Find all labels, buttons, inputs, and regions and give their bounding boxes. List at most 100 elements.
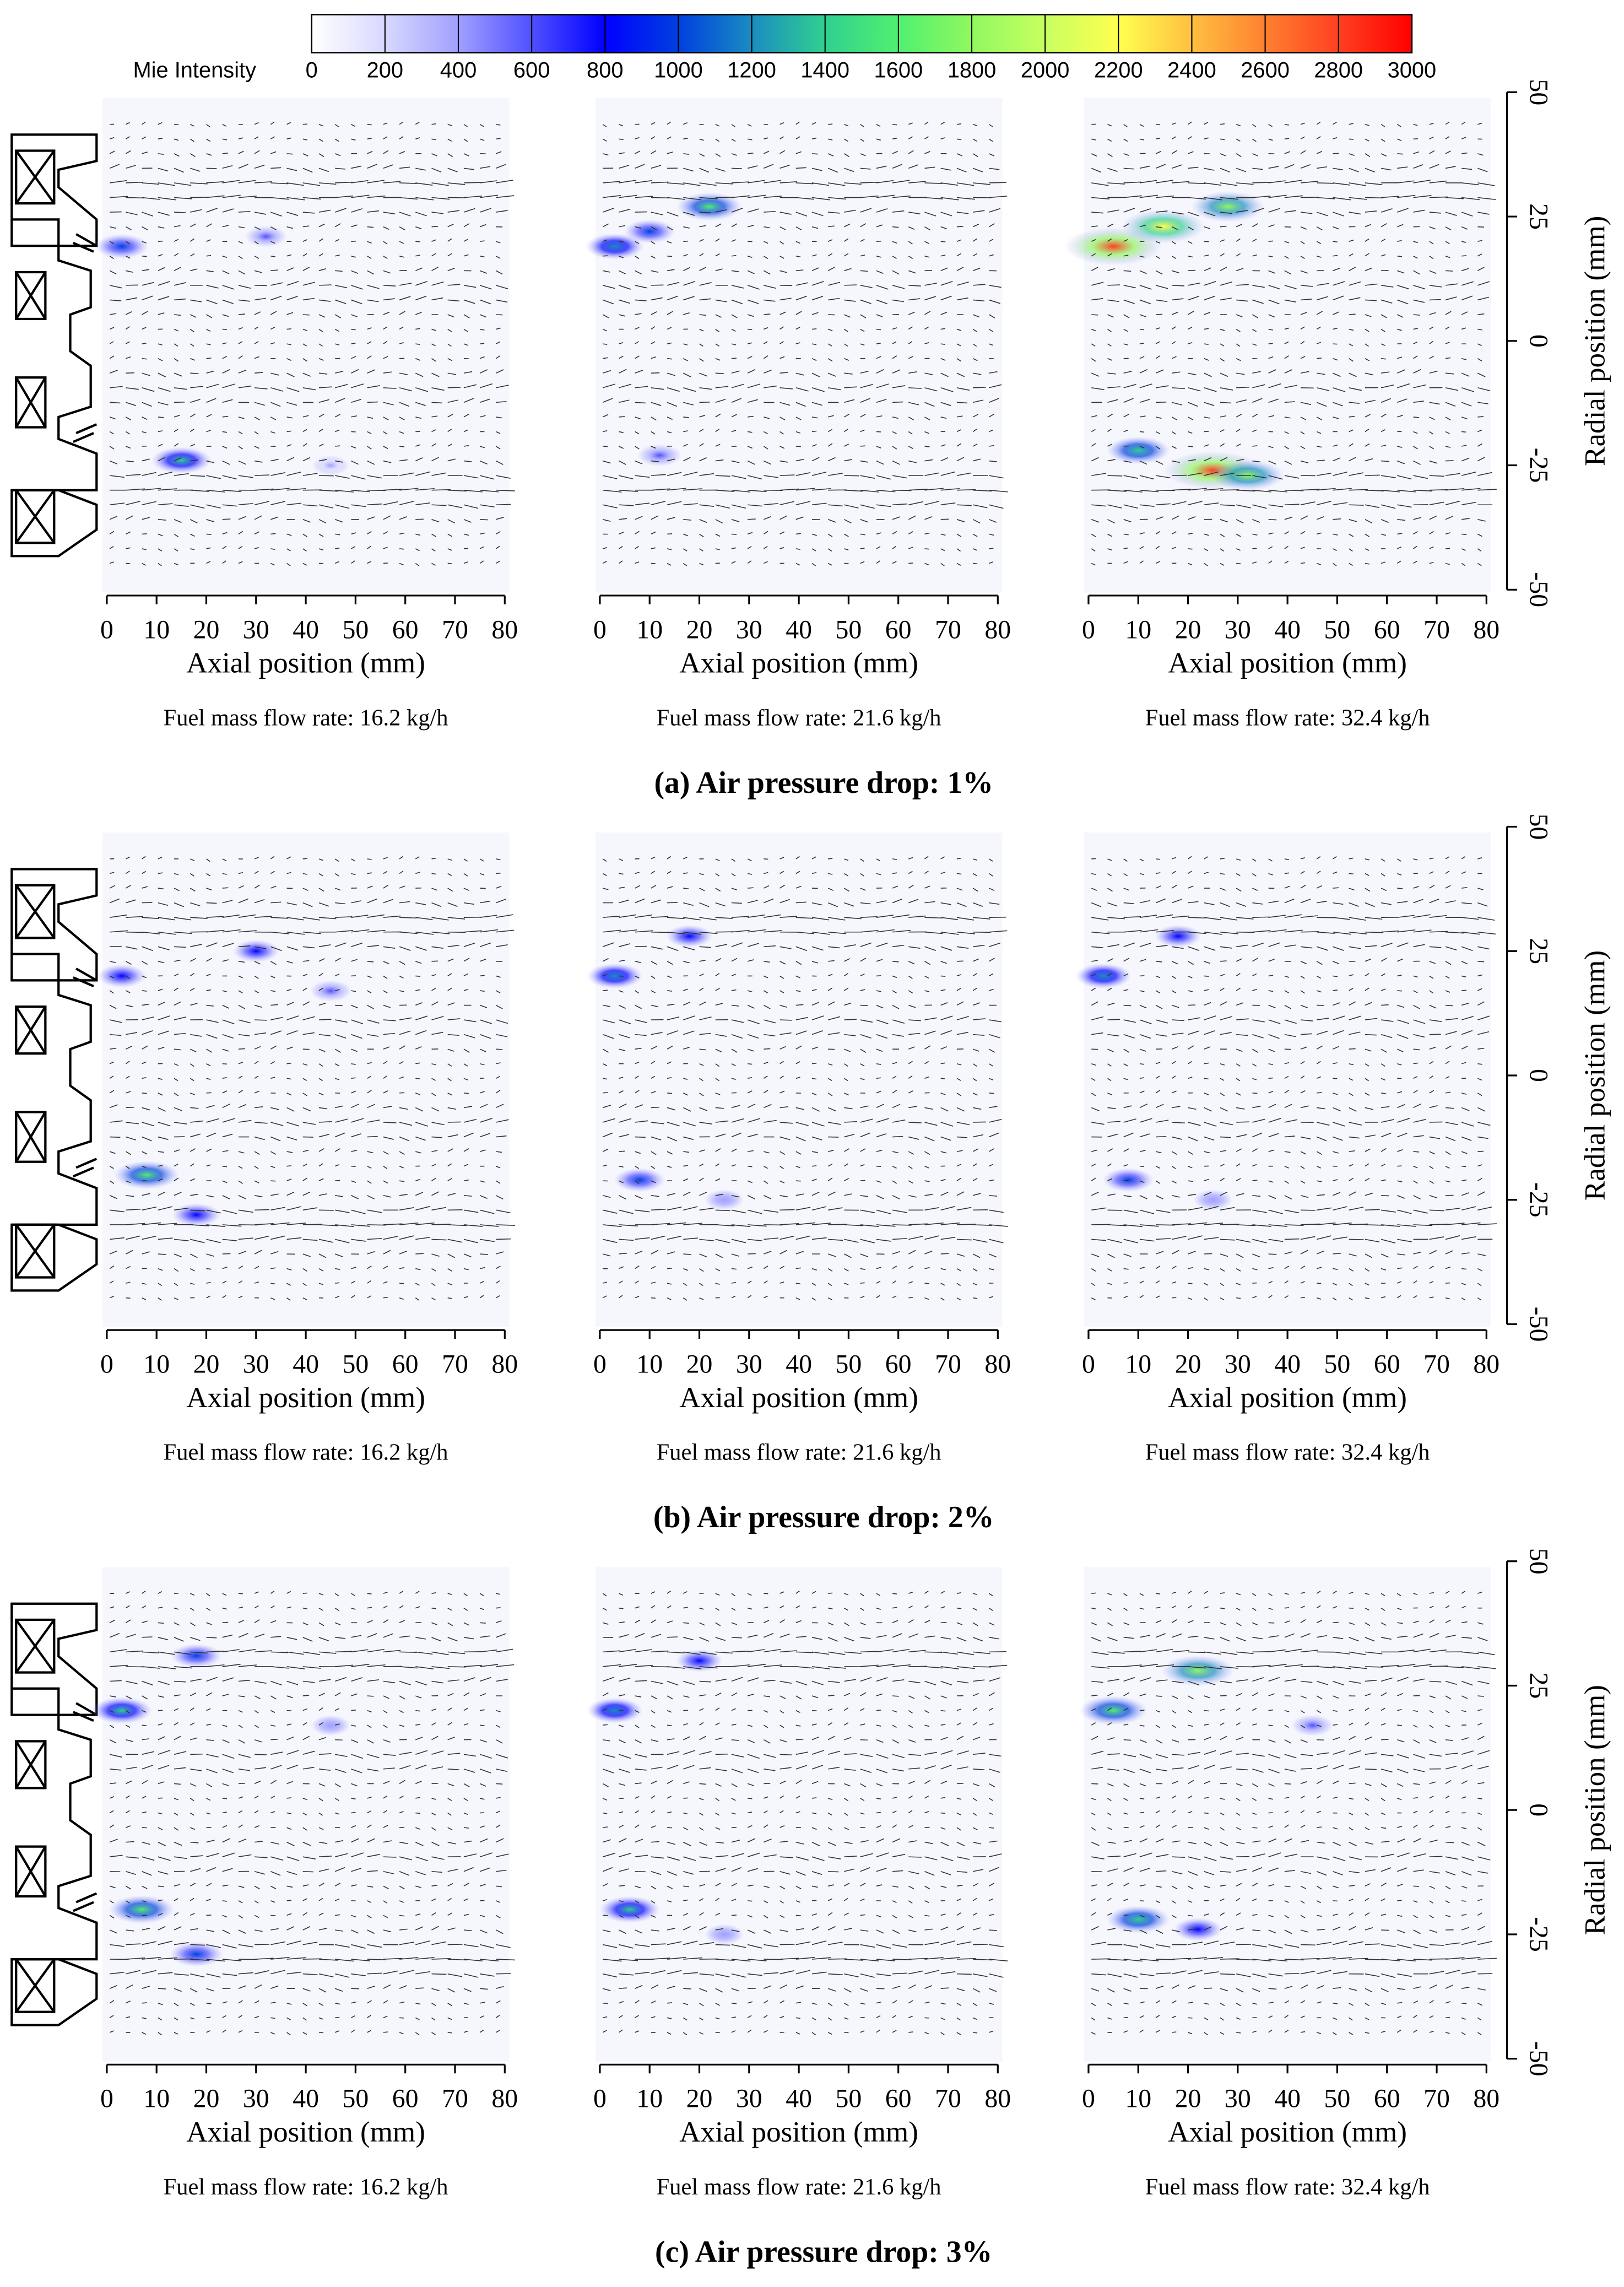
panel-caption: Fuel mass flow rate: 21.6 kg/h [657,1440,941,1466]
panel: 0 10 20 30 40 50 60 70 80 Axial position (mm) Fuel… [95,98,518,731]
spray-blob [1291,1715,1333,1736]
spray-blob [312,455,349,475]
x-tick-label: 70 [442,1349,468,1378]
colorbar-label: Mie Intensity [133,58,256,83]
colorbar-tick-label: 1000 [654,58,703,83]
x-tick-label: 70 [1423,615,1450,644]
y-tick-label: -50 [1524,572,1553,607]
x-axis-label: Axial position (mm) [186,1382,425,1414]
x-tick-label: 70 [935,615,961,644]
x-tick-label: 40 [1274,615,1301,644]
x-tick-label: 60 [885,2084,912,2113]
spray-blob [676,192,743,221]
y-tick-label: 0 [1524,1803,1553,1816]
x-axis-label: Axial position (mm) [1168,1382,1407,1414]
x-tick-label: 40 [293,2084,319,2113]
x-tick-label: 30 [1225,1349,1251,1378]
x-tick-label: 70 [442,615,468,644]
x-tick-label: 10 [1125,2084,1151,2113]
y-tick-label: -50 [1524,2041,1553,2077]
velocity-vectors [1091,121,1497,566]
panel-caption: Fuel mass flow rate: 21.6 kg/h [657,705,941,731]
x-axis-label: Axial position (mm) [186,647,425,679]
y-tick-label: 50 [1524,79,1553,105]
x-tick-label: 60 [392,615,419,644]
colorbar-tick-label: 3000 [1388,58,1437,83]
x-tick-label: 10 [636,615,663,644]
x-tick-label: 40 [293,615,319,644]
field-background [595,98,1003,593]
panel-caption: Fuel mass flow rate: 32.4 kg/h [1145,1440,1430,1466]
panel: 0 10 20 30 40 50 60 70 80 Axial position (mm) Fuel… [587,1567,1011,2200]
spray-blob [1106,1905,1170,1934]
panel-caption: Fuel mass flow rate: 21.6 kg/h [657,2174,941,2200]
spray-blob [1173,1917,1222,1942]
colorbar-tick-label: 800 [587,58,623,83]
x-tick-label: 30 [243,1349,269,1378]
x-tick-label: 0 [1082,1349,1095,1378]
x-tick-label: 30 [736,1349,762,1378]
y-tick-label: -25 [1524,1917,1553,1952]
x-tick-label: 30 [1225,2084,1251,2113]
x-tick-label: 70 [1423,1349,1450,1378]
panel: 0 10 20 30 40 50 60 70 80 Axial position (mm) Fuel… [585,98,1011,731]
spray-blob [587,963,643,989]
x-tick-label: 70 [442,2084,468,2113]
x-tick-label: 80 [491,615,518,644]
x-tick-label: 30 [243,615,269,644]
x-axis-label: Axial position (mm) [1168,647,1407,679]
velocity-vectors [1091,856,1497,1301]
spray-blob [705,1924,744,1945]
x-tick-label: 60 [1374,615,1400,644]
x-axis-label: Axial position (mm) [679,2116,918,2148]
x-tick-label: 30 [1225,615,1251,644]
field-background [1084,1567,1491,2062]
spray-blob [614,1167,665,1192]
field-background [595,1567,1003,2062]
spray-blob [97,964,147,988]
x-tick-label: 40 [1274,2084,1301,2113]
colorbar-tick-label: 2000 [1021,58,1070,83]
colorbar-tick-label: 1400 [800,58,849,83]
x-tick-label: 80 [984,2084,1011,2113]
x-tick-label: 10 [143,615,170,644]
y-tick-label: -50 [1524,1307,1553,1342]
spray-blob [1122,209,1205,244]
x-tick-label: 80 [1473,2084,1500,2113]
spray-blob [1079,1696,1148,1726]
spray-blob [169,1942,224,1967]
x-tick-label: 60 [885,1349,912,1378]
y-tick-label: 25 [1524,1673,1553,1699]
panel: 0 10 20 30 40 50 60 70 80 Axial position (mm) Fuel… [1075,832,1500,1466]
x-tick-label: 50 [835,2084,862,2113]
x-tick-label: 0 [100,1349,113,1378]
x-tick-label: 0 [100,615,113,644]
spray-blob [666,924,713,948]
x-tick-label: 50 [342,1349,369,1378]
colorbar-tick-label: 0 [306,58,318,83]
row-title: (b) Air pressure drop: 2% [653,1500,994,1534]
x-tick-label: 40 [1274,1349,1301,1378]
panel-caption: Fuel mass flow rate: 16.2 kg/h [164,2174,448,2200]
y-tick-label: 0 [1524,1069,1553,1082]
colorbar-tick-label: 1600 [874,58,923,83]
x-tick-label: 70 [935,1349,961,1378]
spray-blob [599,1896,661,1923]
panel: 0 10 20 30 40 50 60 70 80 Axial position (mm) Fuel… [1079,1567,1500,2200]
spray-blob [95,234,149,259]
injector-schematic [12,1604,96,2025]
colorbar-tick-label: 2400 [1167,58,1216,83]
x-tick-label: 10 [143,2084,170,2113]
x-axis-label: Axial position (mm) [679,647,918,679]
y-tick-label: -25 [1524,1182,1553,1218]
x-tick-label: 20 [1175,615,1201,644]
x-tick-label: 10 [636,2084,663,2113]
x-tick-label: 50 [1324,1349,1351,1378]
x-tick-label: 40 [786,2084,812,2113]
x-tick-label: 50 [342,615,369,644]
x-tick-label: 60 [392,1349,419,1378]
panel-caption: Fuel mass flow rate: 32.4 kg/h [1145,2174,1430,2200]
colorbar-tick-label: 2800 [1314,58,1363,83]
spray-blob [587,1697,643,1723]
x-tick-label: 40 [786,615,812,644]
